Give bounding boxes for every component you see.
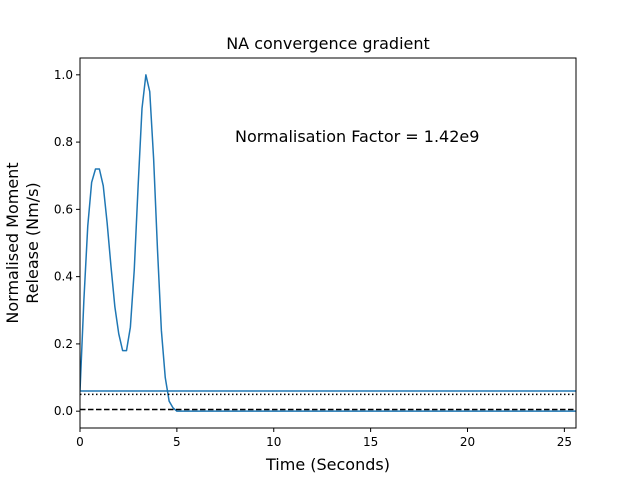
x-axis-ticks: 0 5 10 15 20 25 xyxy=(76,428,572,449)
y-tick-label: 0.2 xyxy=(54,337,73,351)
y-tick-label: 0.0 xyxy=(54,404,73,418)
y-axis-label-line-2: Release (Nm/s) xyxy=(23,182,42,303)
y-axis-label-line-1: Normalised Moment xyxy=(3,162,22,323)
x-tick-label: 15 xyxy=(363,435,378,449)
x-tick-label: 5 xyxy=(173,435,181,449)
x-tick-label: 20 xyxy=(460,435,475,449)
x-axis-label: Time (Seconds) xyxy=(265,455,390,474)
y-tick-label: 0.8 xyxy=(54,135,73,149)
y-axis-ticks: 0.0 0.2 0.4 0.6 0.8 1.0 xyxy=(54,68,80,418)
x-tick-label: 0 xyxy=(76,435,84,449)
x-tick-label: 25 xyxy=(557,435,572,449)
normalisation-factor-annotation: Normalisation Factor = 1.42e9 xyxy=(235,127,479,146)
chart-title: NA convergence gradient xyxy=(226,34,430,53)
plot-lines xyxy=(80,74,576,412)
x-tick-label: 10 xyxy=(266,435,281,449)
y-tick-label: 0.4 xyxy=(54,270,73,284)
y-tick-label: 0.6 xyxy=(54,202,73,216)
y-tick-label: 1.0 xyxy=(54,68,73,82)
axes-frame xyxy=(79,57,577,429)
series-line-0 xyxy=(80,74,576,412)
